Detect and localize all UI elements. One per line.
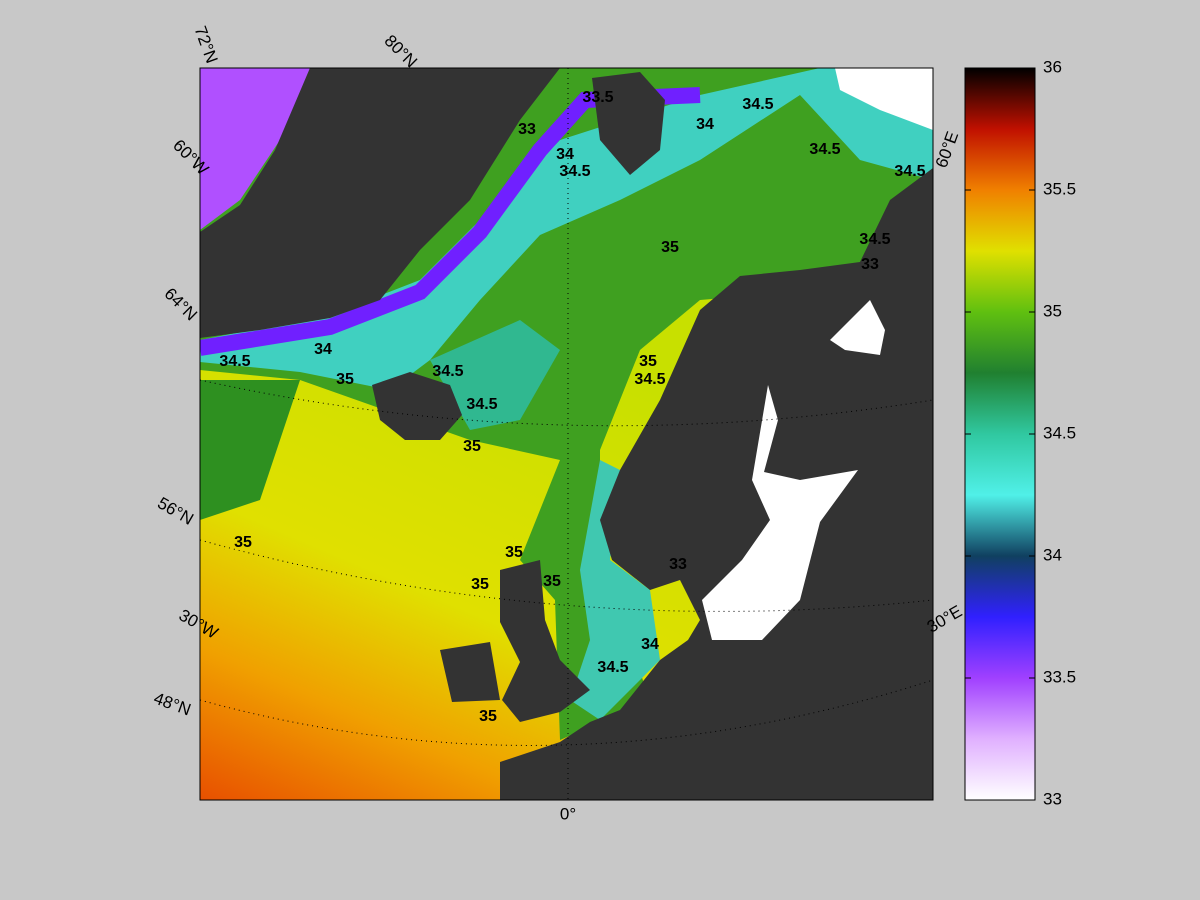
contour-label: 34.5 <box>559 163 590 180</box>
shelf-green <box>200 380 300 520</box>
britain <box>500 560 590 722</box>
graticule <box>200 68 933 800</box>
graticule-label: 80°N <box>381 31 421 71</box>
contour-label: 34.5 <box>634 371 665 388</box>
map-frame <box>199 67 934 801</box>
contour-label: 34 <box>696 116 714 133</box>
graticule-label: 0° <box>560 804 576 823</box>
graticule-label: 64°N <box>161 284 201 324</box>
contour-label: 34 <box>314 341 332 358</box>
colorbar-tick-label: 34 <box>1043 545 1062 564</box>
parallel <box>200 379 933 427</box>
colorbar-tick-label: 34.5 <box>1043 423 1076 442</box>
contour-label: 35 <box>471 576 489 593</box>
contour-label: 35 <box>639 353 657 370</box>
map <box>200 68 933 800</box>
europe <box>500 168 933 800</box>
white-sea <box>830 300 885 355</box>
graticule-label: 56°N <box>154 493 196 528</box>
contour-label: 35 <box>505 544 523 561</box>
contour-label: 34 <box>641 636 659 653</box>
baltic <box>702 385 858 640</box>
contour-label: 34.5 <box>432 363 463 380</box>
contour-label: 34.5 <box>219 353 250 370</box>
contour-label: 34.5 <box>597 659 628 676</box>
contour-label: 35 <box>234 534 252 551</box>
colorbar-tick-label: 33 <box>1043 789 1062 808</box>
contour-label: 35 <box>479 708 497 725</box>
contour-label: 34.5 <box>894 163 925 180</box>
contour-label: 34.5 <box>859 231 890 248</box>
colorbar <box>964 67 1036 801</box>
contour-label: 35 <box>543 573 561 590</box>
ireland <box>440 642 500 702</box>
graticule-label: 48°N <box>151 689 193 720</box>
contour-label: 35 <box>661 239 679 256</box>
parallel <box>200 679 933 746</box>
colorbar-tick-label: 35 <box>1043 301 1062 320</box>
graticule-label: 72°N <box>191 24 222 66</box>
contour-label: 33 <box>669 556 687 573</box>
colorbar-tick-label: 33.5 <box>1043 667 1076 686</box>
graticule-label: 60°E <box>932 129 963 170</box>
contour-label: 34.5 <box>742 96 773 113</box>
contour-label: 33 <box>518 121 536 138</box>
fresh-corner <box>200 68 310 230</box>
svalbard <box>592 72 665 175</box>
contour-label: 33.5 <box>582 89 613 106</box>
greenland <box>200 68 560 338</box>
contour-label: 33 <box>861 256 879 273</box>
contour-label: 34.5 <box>809 141 840 158</box>
coastal-band <box>570 460 660 720</box>
colorbar-tick-label: 35.5 <box>1043 179 1076 198</box>
teal-patch <box>430 320 560 430</box>
contour-label: 35 <box>463 438 481 455</box>
colorbar-tick-label: 36 <box>1043 57 1062 76</box>
contour-label: 34.5 <box>466 396 497 413</box>
iceland <box>372 372 462 440</box>
north-ice <box>835 68 933 130</box>
fresh-band <box>200 87 701 356</box>
contour-label: 35 <box>336 371 354 388</box>
contour-label: 34 <box>556 146 574 163</box>
